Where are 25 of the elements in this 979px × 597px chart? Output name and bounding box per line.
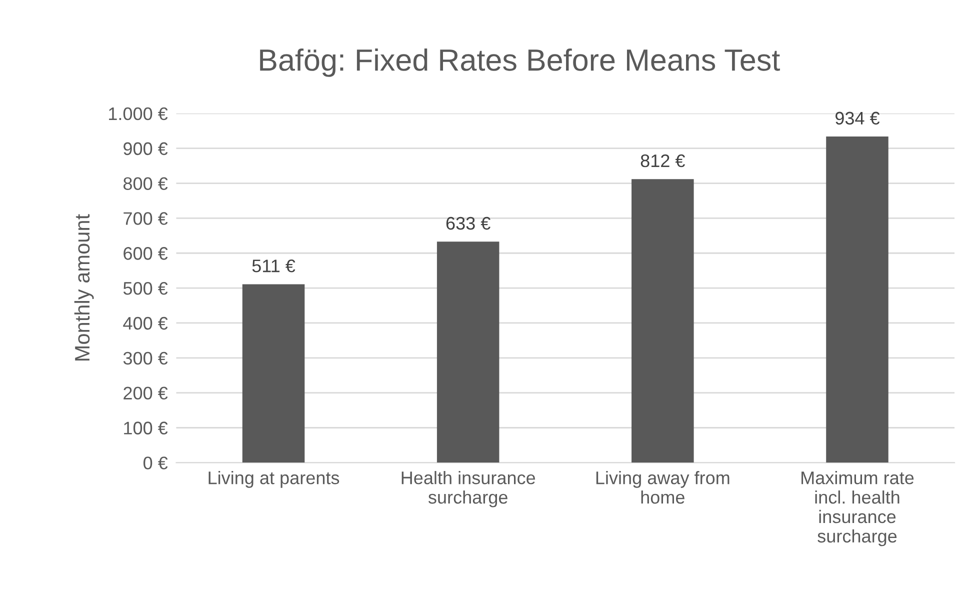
x-tick-label: Maximum rate incl. health insurance surcharge	[802, 471, 914, 546]
y-tick-label: 1.000 €	[109, 107, 168, 120]
bar	[826, 136, 888, 463]
y-tick-label: 500 €	[123, 282, 168, 295]
data-label: 812 €	[640, 154, 685, 168]
y-tick-label: 900 €	[124, 142, 168, 156]
data-label: 511 €	[252, 260, 296, 272]
x-tick-label: Living away from home	[596, 471, 730, 504]
bar	[436, 242, 500, 463]
y-tick-label: 100 €	[124, 422, 168, 434]
chart-title: Bafög: Fixed Rates Before Means Test	[260, 48, 780, 77]
data-label: 633 €	[446, 216, 490, 230]
y-tick-label: 700 €	[124, 212, 168, 225]
y-tick-label: 300 €	[123, 352, 168, 365]
x-tick-label: Health insurance surcharge	[402, 471, 536, 508]
y-axis-title: Monthly amount	[74, 214, 94, 360]
y-tick-label: 600 €	[124, 247, 168, 260]
data-label: 934 €	[835, 112, 880, 125]
y-tick-label: 800 €	[123, 177, 168, 190]
bar	[242, 284, 305, 463]
y-tick-label: 0 €	[143, 456, 168, 470]
x-tick-label: Living at parents	[208, 471, 340, 488]
y-tick-label: 400 €	[123, 316, 168, 330]
y-tick-label: 200 €	[124, 386, 168, 400]
bar	[632, 179, 694, 463]
